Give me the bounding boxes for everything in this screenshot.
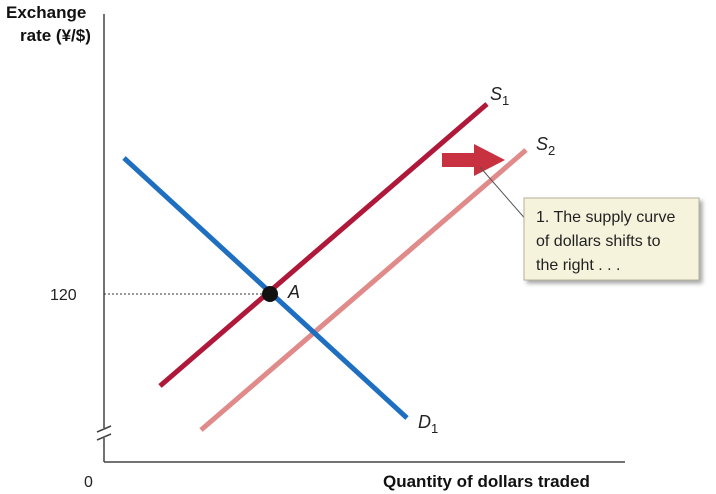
point-a-label: A xyxy=(287,282,300,302)
x-axis-title: Quantity of dollars traded xyxy=(383,472,590,491)
s2-label: S2 xyxy=(536,134,555,158)
s1-label-letter: S xyxy=(490,84,502,104)
annotation-leader-line xyxy=(479,166,529,223)
supply-curve-s2 xyxy=(199,148,528,432)
d1-label-letter: D xyxy=(418,412,431,432)
y-axis-title-line1: Exchange xyxy=(6,3,86,22)
d1-label: D1 xyxy=(418,412,438,436)
rightward-shift-arrow-icon xyxy=(442,144,505,176)
annotation-line-3: the right . . . xyxy=(536,257,620,274)
y-axis-title-line2: rate (¥/$) xyxy=(20,26,91,45)
y-tick-label-120: 120 xyxy=(50,287,77,304)
origin-label: 0 xyxy=(84,474,93,491)
equilibrium-point-a xyxy=(262,286,278,302)
s2-label-subscript: 2 xyxy=(548,143,555,158)
d1-label-subscript: 1 xyxy=(431,421,438,436)
supply-curve-s1 xyxy=(158,102,489,388)
annotation-line-2: of dollars shifts to xyxy=(536,233,661,250)
axis-break-icon xyxy=(96,425,112,441)
s1-label-subscript: 1 xyxy=(502,93,509,108)
annotation-box: 1. The supply curve of dollars shifts to… xyxy=(523,197,700,281)
s2-label-letter: S xyxy=(536,134,548,154)
annotation-line-1: 1. The supply curve xyxy=(536,209,675,226)
s1-label: S1 xyxy=(490,84,509,108)
